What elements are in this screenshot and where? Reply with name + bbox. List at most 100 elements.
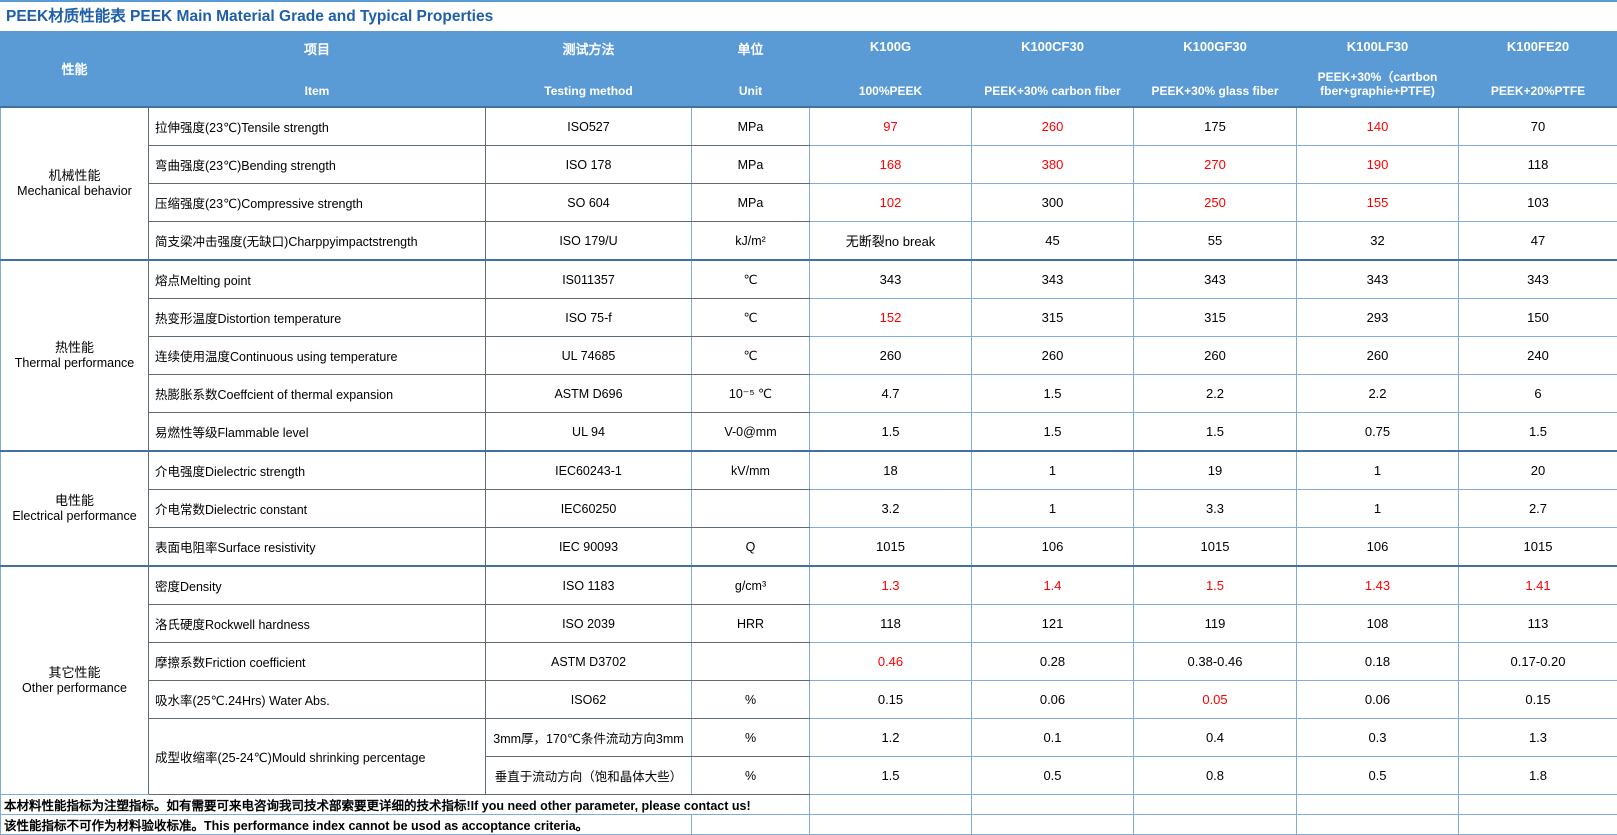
value-cell: 380 <box>972 146 1134 184</box>
header-unit-zh: 单位 <box>695 39 806 58</box>
unit-cell: ℃ <box>692 260 810 299</box>
method-cell: ISO 75-f <box>486 299 692 337</box>
unit-cell: 10⁻⁵ ℃ <box>692 375 810 413</box>
value-cell: 1.5 <box>972 375 1134 413</box>
group-label-en: Electrical performance <box>4 509 145 525</box>
footer-empty-cell <box>1459 815 1617 835</box>
header-cell-k100cf30: K100CF30 PEEK+30% carbon fiber <box>972 32 1134 108</box>
item-cell: 连续使用温度Continuous using temperature <box>149 337 486 375</box>
value-cell: 190 <box>1297 146 1459 184</box>
footer-empty-cell <box>1134 795 1297 815</box>
value-cell: 45 <box>972 222 1134 261</box>
value-cell: 1015 <box>810 528 972 567</box>
header-k100fe20-desc: PEEK+20%PTFE <box>1462 85 1614 99</box>
value-cell: 0.5 <box>1297 757 1459 795</box>
value-cell: 0.05 <box>1134 681 1297 719</box>
value-cell: 32 <box>1297 222 1459 261</box>
value-cell: 0.5 <box>972 757 1134 795</box>
header-unit-en: Unit <box>695 85 806 99</box>
method-cell: ISO62 <box>486 681 692 719</box>
header-cell-item: 项目 Item <box>149 32 486 108</box>
value-cell: 260 <box>972 107 1134 146</box>
unit-cell: % <box>692 757 810 795</box>
footer-empty-cell <box>1297 815 1459 835</box>
value-cell: 1.4 <box>972 566 1134 605</box>
header-k100fe20-grade: K100FE20 <box>1462 39 1614 54</box>
value-cell: 6 <box>1459 375 1617 413</box>
header-method-zh: 测试方法 <box>489 39 688 58</box>
header-k100lf30-grade: K100LF30 <box>1300 39 1455 54</box>
value-cell: 无断裂no break <box>810 222 972 261</box>
item-cell: 吸水率(25℃.24Hrs) Water Abs. <box>149 681 486 719</box>
footer-row-2: 该性能指标不可作为材料验收标准。This performance index c… <box>1 815 1617 835</box>
value-cell: 119 <box>1134 605 1297 643</box>
method-cell: IEC 90093 <box>486 528 692 567</box>
value-cell: 175 <box>1134 107 1297 146</box>
value-cell: 3.2 <box>810 490 972 528</box>
value-cell: 1.5 <box>810 413 972 452</box>
value-cell: 19 <box>1134 451 1297 490</box>
value-cell: 260 <box>972 337 1134 375</box>
value-cell: 1.8 <box>1459 757 1617 795</box>
value-cell: 0.18 <box>1297 643 1459 681</box>
group-label-en: Mechanical behavior <box>4 184 145 200</box>
method-cell: ISO 178 <box>486 146 692 184</box>
value-cell: 1 <box>972 451 1134 490</box>
value-cell: 106 <box>1297 528 1459 567</box>
value-cell: 155 <box>1297 184 1459 222</box>
header-cell-performance: 性能 <box>1 32 149 108</box>
value-cell: 0.15 <box>1459 681 1617 719</box>
group-label-zh: 其它性能 <box>4 665 145 681</box>
value-cell: 1 <box>1297 490 1459 528</box>
unit-cell: Q <box>692 528 810 567</box>
method-cell: ASTM D3702 <box>486 643 692 681</box>
value-cell: 103 <box>1459 184 1617 222</box>
header-item-en: Item <box>152 85 482 99</box>
method-cell: IEC60243-1 <box>486 451 692 490</box>
value-cell: 118 <box>1459 146 1617 184</box>
header-k100g-desc: 100%PEEK <box>813 85 968 99</box>
footer-empty-cell <box>810 815 972 835</box>
header-k100cf30-grade: K100CF30 <box>975 39 1130 54</box>
method-cell: ASTM D696 <box>486 375 692 413</box>
header-item-zh: 项目 <box>152 39 482 58</box>
unit-cell <box>692 490 810 528</box>
header-k100lf30-desc: PEEK+30%（cartbon fber+graphie+PTFE) <box>1300 71 1455 99</box>
header-cell-k100g: K100G 100%PEEK <box>810 32 972 108</box>
method-cell: ISO 2039 <box>486 605 692 643</box>
item-cell: 热膨胀系数Coeffcient of thermal expansion <box>149 375 486 413</box>
value-cell: 70 <box>1459 107 1617 146</box>
group-label-en: Thermal performance <box>4 356 145 372</box>
value-cell: 4.7 <box>810 375 972 413</box>
value-cell: 260 <box>1134 337 1297 375</box>
value-cell: 1 <box>1297 451 1459 490</box>
footer-empty-cell <box>1134 815 1297 835</box>
unit-cell: % <box>692 719 810 757</box>
value-cell: 113 <box>1459 605 1617 643</box>
value-cell: 152 <box>810 299 972 337</box>
group-label-zh: 电性能 <box>4 493 145 509</box>
method-cell: 3mm厚，170℃条件流动方向3mm <box>486 719 692 757</box>
unit-cell <box>692 643 810 681</box>
item-cell: 弯曲强度(23℃)Bending strength <box>149 146 486 184</box>
value-cell: 260 <box>810 337 972 375</box>
group-label-en: Other performance <box>4 681 145 697</box>
value-cell: 1.5 <box>1134 566 1297 605</box>
value-cell: 2.7 <box>1459 490 1617 528</box>
value-cell: 97 <box>810 107 972 146</box>
value-cell: 270 <box>1134 146 1297 184</box>
footer-empty-cell <box>1459 795 1617 815</box>
header-cell-k100gf30: K100GF30 PEEK+30% glass fiber <box>1134 32 1297 108</box>
method-cell: 垂直于流动方向（饱和晶体大些） <box>486 757 692 795</box>
value-cell: 1015 <box>1459 528 1617 567</box>
item-cell: 介电常数Dielectric constant <box>149 490 486 528</box>
header-cell-unit: 单位 Unit <box>692 32 810 108</box>
